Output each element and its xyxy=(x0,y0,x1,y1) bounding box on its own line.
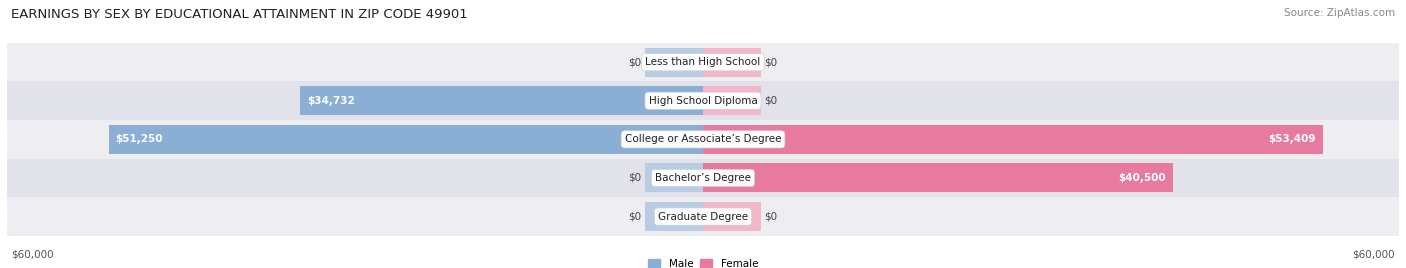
Bar xyxy=(7,120,1399,159)
Text: $53,409: $53,409 xyxy=(1268,134,1316,144)
Bar xyxy=(645,48,703,77)
Bar xyxy=(703,125,1323,154)
Bar xyxy=(645,202,703,231)
Bar xyxy=(703,202,761,231)
Text: EARNINGS BY SEX BY EDUCATIONAL ATTAINMENT IN ZIP CODE 49901: EARNINGS BY SEX BY EDUCATIONAL ATTAINMEN… xyxy=(11,8,468,21)
Text: Source: ZipAtlas.com: Source: ZipAtlas.com xyxy=(1284,8,1395,18)
Bar xyxy=(703,48,761,77)
Bar xyxy=(7,81,1399,120)
Text: $34,732: $34,732 xyxy=(307,96,354,106)
Bar xyxy=(7,43,1399,81)
Legend: Male, Female: Male, Female xyxy=(644,255,762,268)
Text: High School Diploma: High School Diploma xyxy=(648,96,758,106)
Text: College or Associate’s Degree: College or Associate’s Degree xyxy=(624,134,782,144)
Text: $0: $0 xyxy=(628,211,641,222)
Text: $0: $0 xyxy=(628,173,641,183)
Bar xyxy=(703,86,761,115)
Text: Graduate Degree: Graduate Degree xyxy=(658,211,748,222)
Bar xyxy=(7,197,1399,236)
Text: $60,000: $60,000 xyxy=(11,250,53,260)
Text: $60,000: $60,000 xyxy=(1353,250,1395,260)
Bar xyxy=(645,163,703,192)
Bar xyxy=(299,86,703,115)
Text: $51,250: $51,250 xyxy=(115,134,163,144)
Bar xyxy=(703,163,1173,192)
Text: $0: $0 xyxy=(765,96,778,106)
Text: Less than High School: Less than High School xyxy=(645,57,761,67)
Bar xyxy=(7,159,1399,197)
Text: $0: $0 xyxy=(765,57,778,67)
Text: Bachelor’s Degree: Bachelor’s Degree xyxy=(655,173,751,183)
Text: $0: $0 xyxy=(628,57,641,67)
Text: $40,500: $40,500 xyxy=(1118,173,1166,183)
Bar xyxy=(108,125,703,154)
Text: $0: $0 xyxy=(765,211,778,222)
